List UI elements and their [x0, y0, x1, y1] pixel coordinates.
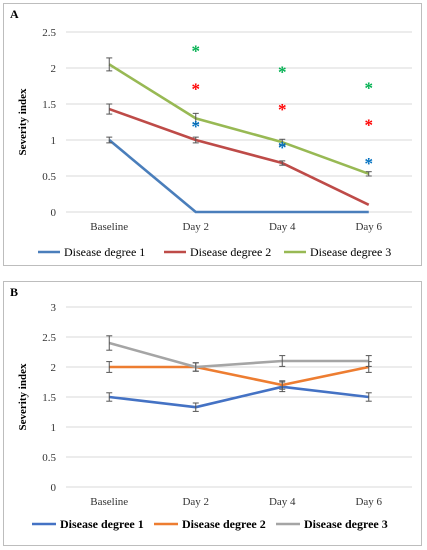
significance-star: * — [278, 138, 287, 157]
x-tick-label: Day 6 — [355, 221, 382, 233]
x-tick-label: Day 4 — [269, 496, 296, 508]
x-tick-label: Day 2 — [182, 221, 209, 233]
panel-label: B — [10, 285, 18, 299]
y-tick-label: 1.5 — [42, 99, 56, 111]
error-bar — [279, 355, 286, 367]
error-bar — [106, 361, 113, 373]
x-tick-label: Baseline — [90, 496, 128, 508]
error-bar — [106, 103, 113, 115]
error-bar — [365, 392, 372, 402]
chart-panel-b: B 0 0.5 1 1.5 2 2.5 3 Baseline Day 2 Day 4 Day 6 Sev… — [3, 281, 422, 546]
legend-label: Disease degree 2 — [182, 517, 266, 531]
y-tick-label: 1 — [51, 135, 57, 147]
y-axis-label: Severity index — [17, 88, 29, 155]
error-bar — [106, 335, 113, 351]
legend-label: Disease degree 3 — [304, 517, 388, 531]
significance-star: * — [192, 117, 201, 136]
y-tick-label: 2 — [51, 362, 57, 374]
error-bar — [279, 160, 286, 166]
y-tick-label: 1.5 — [42, 392, 56, 404]
y-tick-label: 2 — [51, 63, 57, 75]
y-tick-label: 0.5 — [42, 171, 56, 183]
series-line — [108, 107, 370, 206]
x-tick-label: Day 4 — [269, 221, 296, 233]
y-tick-label: 0 — [51, 207, 57, 219]
y-tick-label: 0.5 — [42, 452, 56, 464]
error-bar — [192, 362, 199, 372]
error-bar — [279, 380, 286, 390]
chart-panel-a: A 0 0.5 1 1.5 2 2.5 Baseline Day 2 Day 4 Day 6 Seve… — [3, 3, 422, 266]
y-tick-label: 2.5 — [42, 332, 56, 344]
x-tick-label: Day 2 — [182, 496, 209, 508]
error-bar — [192, 402, 199, 412]
error-bar — [192, 136, 199, 144]
error-bar — [192, 112, 199, 124]
chart-a-svg: A 0 0.5 1 1.5 2 2.5 Baseline Day 2 Day 4 Day 6 Seve… — [10, 7, 412, 259]
legend-label: Disease degree 1 — [64, 245, 145, 259]
chart-b-svg: B 0 0.5 1 1.5 2 2.5 3 Baseline Day 2 Day 4 Day 6 Sev… — [10, 285, 412, 531]
x-tick-label: Day 6 — [355, 496, 382, 508]
x-tick-label: Baseline — [90, 221, 128, 233]
legend-label: Disease degree 2 — [190, 245, 271, 259]
series-line — [108, 341, 369, 369]
error-bar — [365, 171, 372, 177]
series-line — [108, 139, 369, 214]
y-tick-label: 1 — [51, 422, 57, 434]
significance-star: * — [365, 116, 374, 135]
significance-star: * — [278, 62, 287, 81]
y-tick-label: 0 — [51, 482, 57, 494]
y-axis-label: Severity index — [17, 363, 29, 430]
error-bar — [279, 138, 286, 146]
legend-label: Disease degree 1 — [60, 517, 144, 531]
series-line — [109, 365, 370, 387]
series-line — [108, 63, 370, 176]
y-tick-label: 2.5 — [42, 27, 56, 39]
significance-star: * — [192, 42, 201, 61]
error-bar — [106, 392, 113, 402]
y-tick-label: 3 — [51, 302, 57, 314]
significance-star: * — [278, 100, 287, 119]
legend-label: Disease degree 3 — [310, 245, 391, 259]
significance-star: * — [365, 154, 374, 173]
panel-label: A — [10, 7, 19, 21]
error-bar — [106, 57, 113, 72]
significance-star: * — [192, 80, 201, 99]
significance-star: * — [365, 78, 374, 97]
series-line — [109, 385, 369, 409]
error-bar — [365, 355, 372, 367]
error-bar — [106, 136, 113, 144]
